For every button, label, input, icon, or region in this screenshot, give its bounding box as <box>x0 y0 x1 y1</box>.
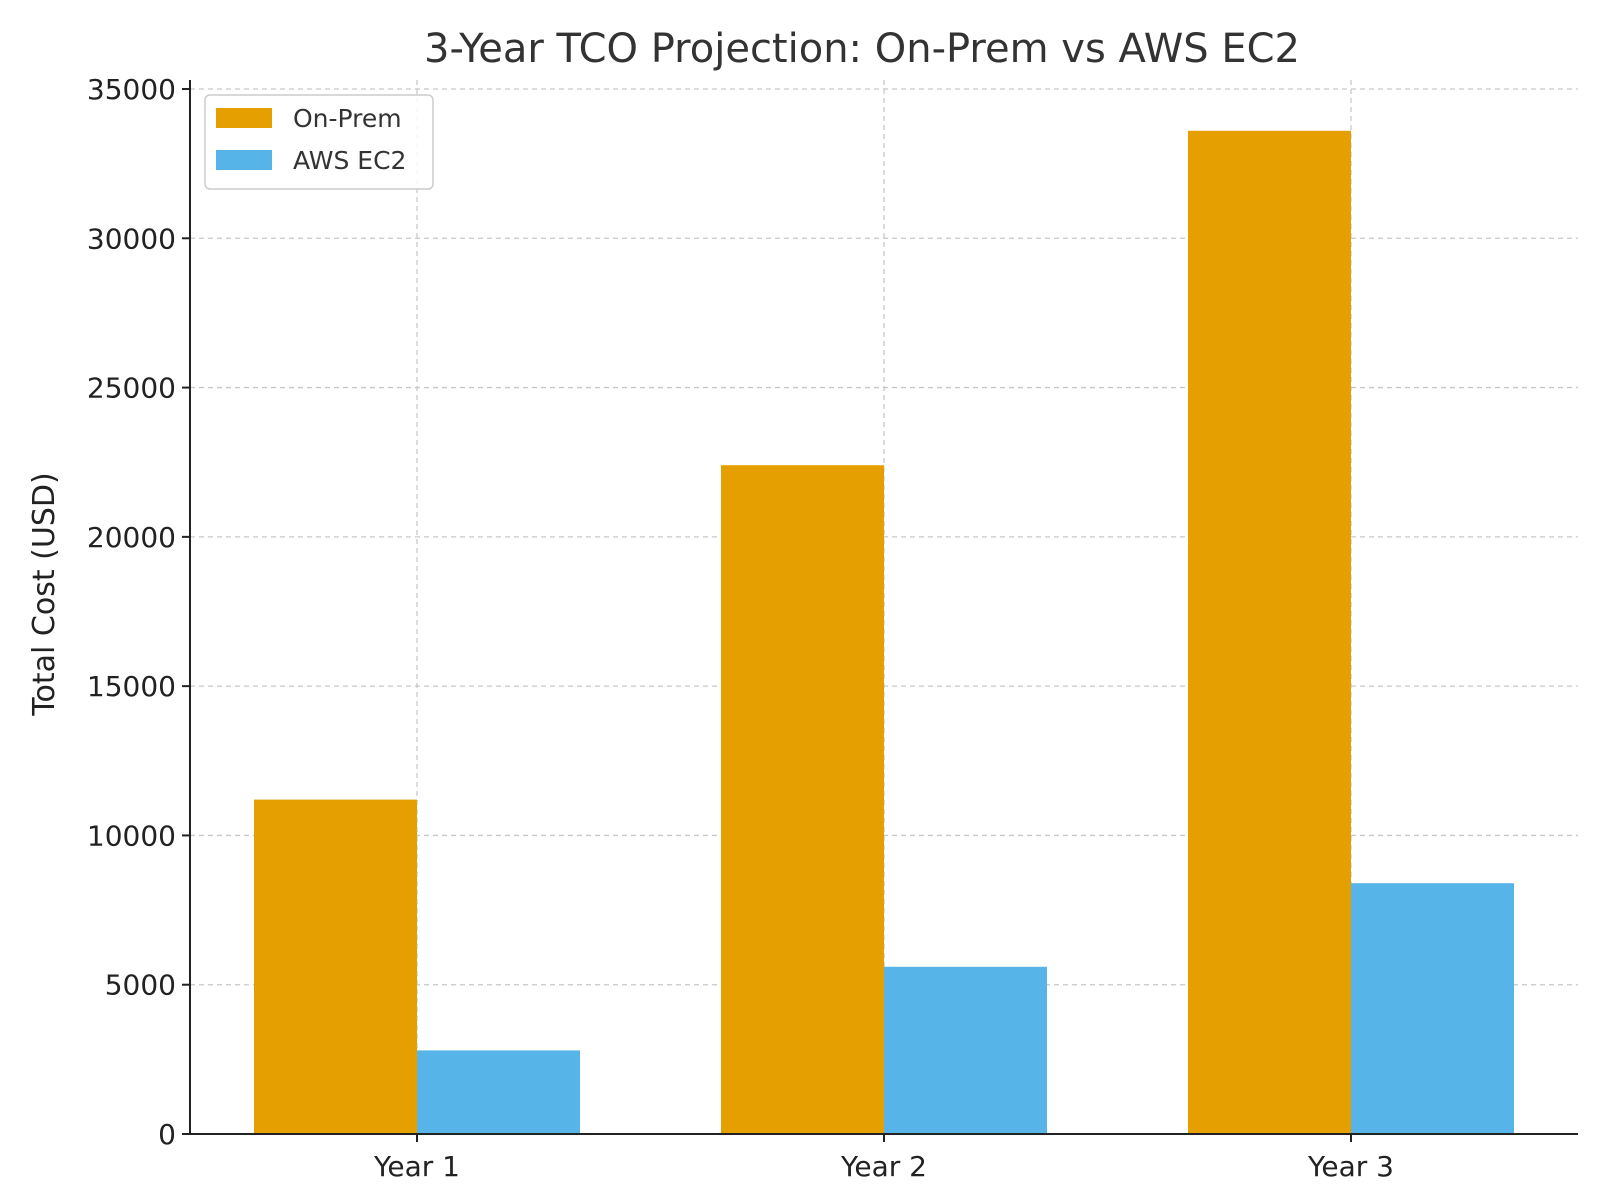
x-tick-label: Year 2 <box>840 1150 927 1183</box>
y-tick-label: 30000 <box>87 222 176 255</box>
legend-swatch <box>216 150 272 170</box>
legend-label: AWS EC2 <box>293 146 406 175</box>
chart-title: 3-Year TCO Projection: On-Prem vs AWS EC… <box>424 26 1300 72</box>
y-tick-label: 15000 <box>87 670 176 703</box>
x-tick-label: Year 3 <box>1307 1150 1394 1183</box>
bars <box>254 130 1514 1135</box>
y-tick-label: 10000 <box>87 819 176 852</box>
bar-aws-ec2-2 <box>884 966 1047 1134</box>
legend: On-Prem AWS EC2 <box>204 94 434 190</box>
legend-swatch <box>216 108 272 128</box>
x-tick-label: Year 1 <box>373 1150 460 1183</box>
y-tick-label: 25000 <box>87 372 176 405</box>
bar-aws-ec2-1 <box>417 1050 580 1134</box>
bar-on-prem-2 <box>721 465 884 1134</box>
y-tick-label: 20000 <box>87 521 176 554</box>
bar-on-prem-1 <box>254 799 417 1134</box>
y-axis-label: Total Cost (USD) <box>27 472 62 716</box>
ticks: 0 5000 10000 15000 20000 25000 30000 35000 Year … <box>87 73 1394 1183</box>
y-tick-label: 35000 <box>87 73 176 106</box>
bar-on-prem-3 <box>1188 130 1351 1135</box>
y-tick-label: 0 <box>158 1118 176 1151</box>
legend-label: On-Prem <box>293 104 402 133</box>
bar-aws-ec2-3 <box>1351 883 1514 1134</box>
y-tick-label: 5000 <box>105 969 176 1002</box>
